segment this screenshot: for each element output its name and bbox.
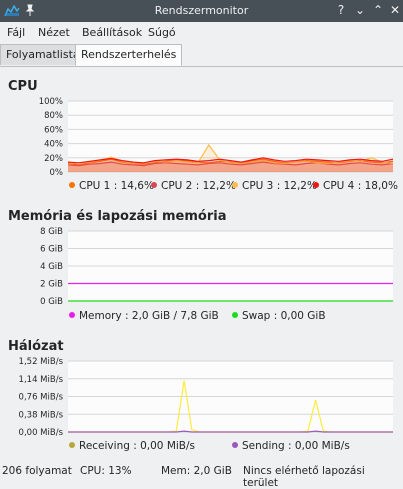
cpu-plot-area bbox=[68, 101, 393, 172]
cpu2-legend-dot bbox=[151, 182, 157, 188]
cpu-3-area bbox=[68, 145, 393, 172]
sending-legend-label: Sending : 0,00 MiB/s bbox=[242, 440, 350, 452]
receiving-legend: Receiving : 0,00 MiB/s bbox=[69, 440, 195, 452]
memory-y-tick-label: 2 GiB bbox=[40, 280, 63, 290]
network-y-tick-label: 0,76 MiB/s bbox=[19, 393, 64, 403]
cpu4-legend-label: CPU 4 : 18,0% bbox=[323, 180, 398, 192]
sending-legend: Sending : 0,00 MiB/s bbox=[232, 440, 350, 452]
memory-y-tick-label: 4 GiB bbox=[40, 262, 63, 272]
cpu3-legend-label: CPU 3 : 12,2% bbox=[242, 180, 317, 192]
window-title: Rendszermonitor bbox=[154, 4, 249, 17]
cpu-4-series-line bbox=[67, 157, 394, 164]
cpu4-legend: CPU 4 : 18,0% bbox=[313, 180, 398, 192]
network-y-tick-label: 0,38 MiB/s bbox=[19, 410, 64, 420]
cpu-1-area bbox=[68, 159, 393, 172]
status-swap: Nincs elérhető lapozási terület bbox=[243, 465, 365, 489]
memory-legend-label: Memory : 2,0 GiB / 7,8 GiB bbox=[79, 310, 219, 322]
minimize-button[interactable]: ⌄ bbox=[354, 3, 366, 17]
cpu3-legend: CPU 3 : 12,2% bbox=[232, 180, 317, 192]
memory-y-tick-label: 6 GiB bbox=[40, 245, 63, 255]
cpu-y-tick-label: 80% bbox=[44, 111, 63, 121]
cpu1-legend: CPU 1 : 14,6% bbox=[69, 180, 154, 192]
cpu-y-tick-label: 40% bbox=[44, 140, 63, 150]
memory-section-title: Memória és lapozási memória bbox=[8, 209, 227, 224]
app-icon bbox=[4, 4, 20, 17]
tab-system-load[interactable]: Rendszerterhelés bbox=[75, 44, 183, 66]
status-memory: Mem: 2,0 GiB bbox=[161, 465, 232, 477]
receiving-legend-dot bbox=[69, 442, 75, 448]
status-processes: 206 folyamat bbox=[2, 465, 72, 477]
cpu1-legend-dot bbox=[69, 182, 75, 188]
cpu4-legend-dot bbox=[313, 182, 319, 188]
cpu-4-area bbox=[68, 157, 393, 172]
menu-file[interactable]: Fájl bbox=[7, 26, 26, 39]
menu-settings[interactable]: Beállítások bbox=[82, 26, 143, 39]
network-section-title: Hálózat bbox=[8, 339, 64, 354]
maximize-button[interactable]: ⌃ bbox=[372, 3, 384, 17]
help-button[interactable]: ? bbox=[337, 3, 345, 17]
memory-y-tick-label: 0 GiB bbox=[40, 297, 63, 307]
network-y-tick-label: 1,52 MiB/s bbox=[19, 357, 64, 367]
swap-legend-label: Swap : 0,00 GiB bbox=[242, 310, 326, 322]
cpu-1-series-line bbox=[67, 158, 394, 166]
memory-plot-area bbox=[68, 231, 393, 301]
menu-view[interactable]: Nézet bbox=[38, 26, 70, 39]
memory-legend-dot bbox=[69, 312, 75, 318]
menu-help[interactable]: Súgó bbox=[148, 26, 176, 39]
status-cpu: CPU: 13% bbox=[80, 465, 132, 477]
pin-icon[interactable] bbox=[24, 3, 36, 17]
menu-bar: Fájl Nézet Beállítások Súgó bbox=[0, 22, 403, 44]
cpu2-legend: CPU 2 : 12,2% bbox=[151, 180, 236, 192]
cpu-y-tick-label: 0% bbox=[50, 168, 64, 178]
cpu3-legend-dot bbox=[232, 182, 238, 188]
swap-legend: Swap : 0,00 GiB bbox=[232, 310, 326, 322]
tab-bar: Folyamatlista Rendszerterhelés bbox=[0, 44, 403, 67]
cpu-2-series-line bbox=[67, 161, 394, 167]
cpu-3-series-line bbox=[67, 143, 394, 165]
cpu1-legend-label: CPU 1 : 14,6% bbox=[79, 180, 154, 192]
receiving-series-line bbox=[68, 380, 393, 433]
cpu2-legend-label: CPU 2 : 12,2% bbox=[161, 180, 236, 192]
close-button[interactable]: ✕ bbox=[389, 3, 401, 17]
memory-y-tick-label: 8 GiB bbox=[40, 227, 63, 237]
cpu-section-title: CPU bbox=[8, 79, 38, 94]
tab-process-table[interactable]: Folyamatlista bbox=[0, 44, 86, 65]
title-bar: Rendszermonitor ? ⌄ ⌃ ✕ bbox=[0, 0, 403, 22]
network-y-tick-label: 0,00 MiB/s bbox=[19, 428, 64, 438]
cpu-2-area bbox=[68, 162, 393, 172]
swap-legend-dot bbox=[232, 312, 238, 318]
cpu-y-tick-label: 60% bbox=[44, 125, 63, 135]
network-plot-area bbox=[68, 361, 393, 432]
sending-legend-dot bbox=[232, 442, 238, 448]
network-y-tick-label: 1,14 MiB/s bbox=[19, 375, 64, 385]
status-bar: 206 folyamat CPU: 13% Mem: 2,0 GiB Nincs… bbox=[0, 461, 403, 489]
cpu-y-tick-label: 20% bbox=[44, 154, 63, 164]
sending-series-line bbox=[68, 430, 393, 433]
cpu-y-tick-label: 100% bbox=[39, 97, 63, 107]
receiving-legend-label: Receiving : 0,00 MiB/s bbox=[79, 440, 196, 452]
memory-legend: Memory : 2,0 GiB / 7,8 GiB bbox=[69, 310, 219, 322]
